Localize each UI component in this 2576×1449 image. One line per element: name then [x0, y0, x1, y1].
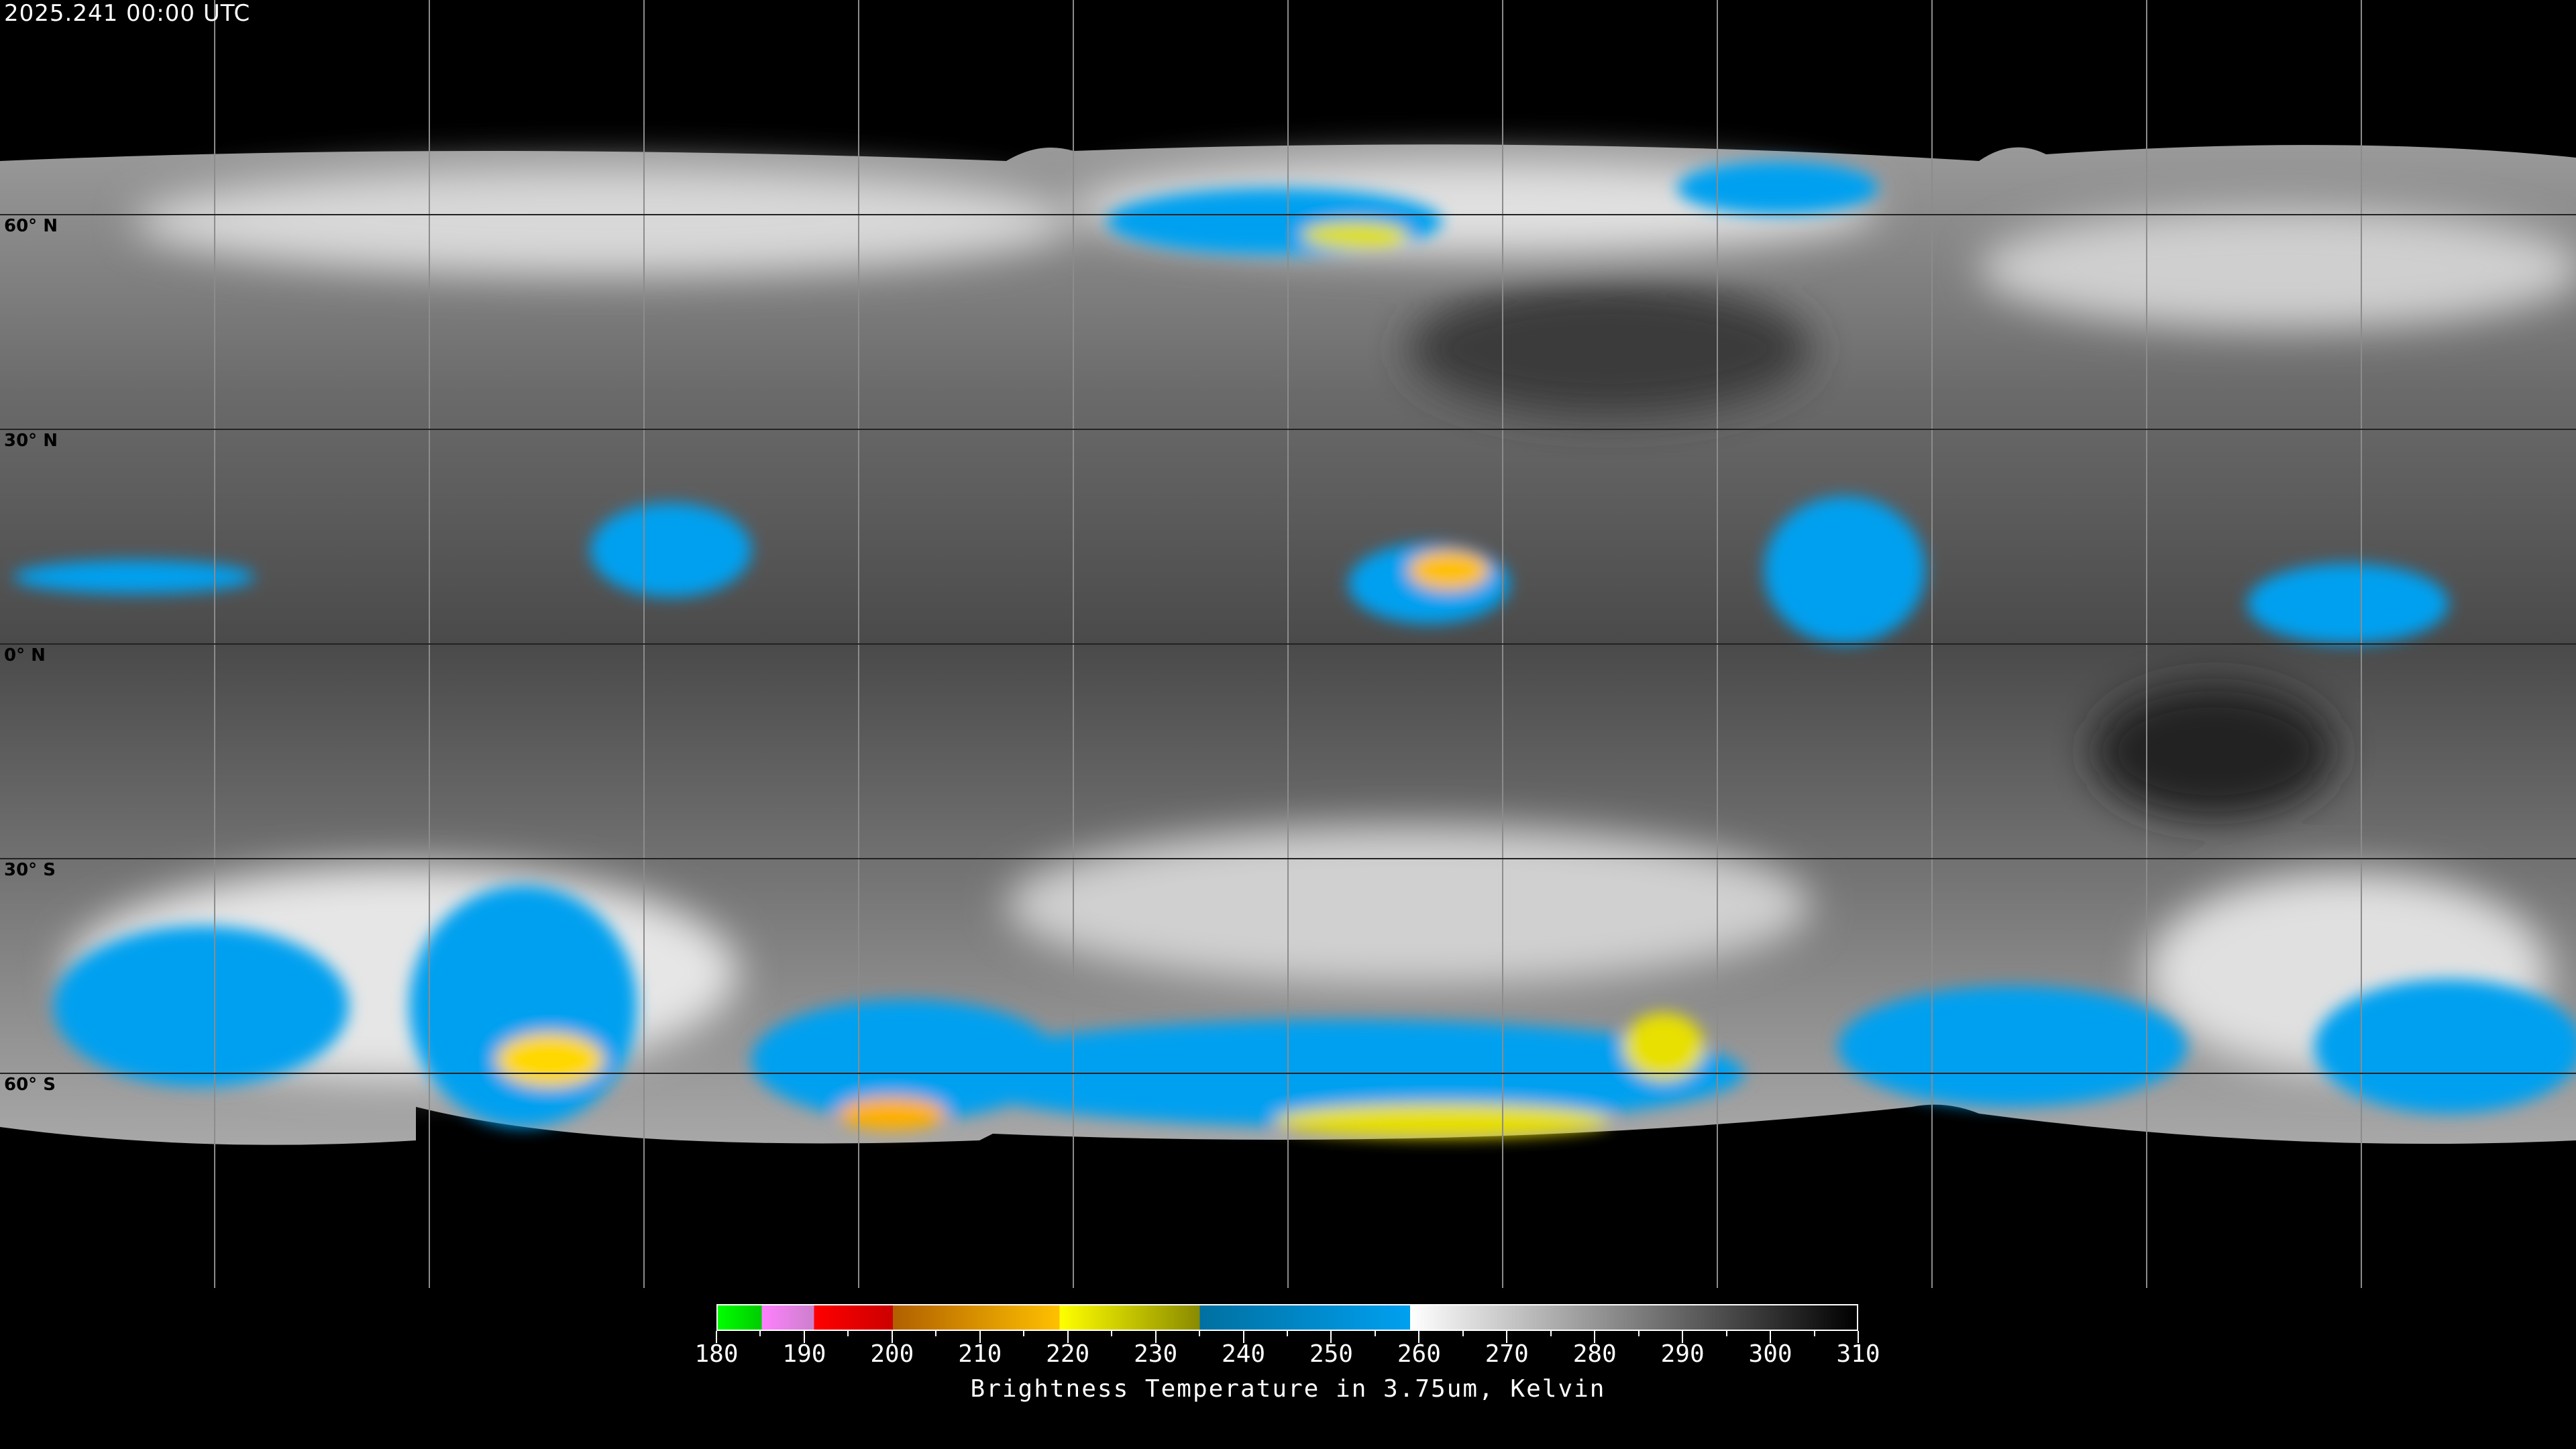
colorbar-title: Brightness Temperature in 3.75um, Kelvin [970, 1375, 1606, 1403]
lat-label-equator: 0° N [4, 645, 46, 665]
timestamp: 2025.241 00:00 UTC [4, 0, 251, 27]
colorbar-tick [1638, 1331, 1640, 1336]
colorbar-tick-label: 290 [1660, 1340, 1705, 1368]
lat-label-30s: 30° S [4, 860, 56, 880]
colorbar-tick-label: 260 [1397, 1340, 1441, 1368]
lat-label-30n: 30° N [4, 431, 58, 451]
colorbar-tick [847, 1331, 849, 1336]
colorbar-tick-label: 220 [1046, 1340, 1090, 1368]
colorbar [716, 1304, 1858, 1331]
colorbar-tick [759, 1331, 761, 1336]
colorbar-tick-label: 310 [1836, 1340, 1880, 1368]
colorbar-tick-label: 240 [1222, 1340, 1266, 1368]
colorbar-tick [1155, 1331, 1157, 1343]
brightness-temperature-image [0, 0, 2576, 1288]
colorbar-tick [1462, 1331, 1464, 1336]
colorbar-tick [1506, 1331, 1508, 1343]
colorbar-tick [891, 1331, 893, 1343]
colorbar-tick [935, 1331, 937, 1336]
lat-lon-grid [0, 0, 2576, 1288]
lat-label-60s: 60° S [4, 1075, 56, 1095]
colorbar-tick [1594, 1331, 1596, 1343]
colorbar-tick [1550, 1331, 1552, 1336]
colorbar-tick [1682, 1331, 1684, 1343]
colorbar-tick [1858, 1331, 1859, 1343]
colorbar-tick [979, 1331, 981, 1343]
colorbar-tick [1330, 1331, 1332, 1343]
colorbar-tick [1199, 1331, 1201, 1336]
colorbar-tick [716, 1331, 717, 1343]
satellite-map: 2025.241 00:00 UTC 60° N 30° N 0° N 30° … [0, 0, 2576, 1288]
colorbar-tick [1725, 1331, 1727, 1336]
colorbar-tick-label: 200 [870, 1340, 914, 1368]
colorbar-tick [1242, 1331, 1244, 1343]
colorbar-tick-label: 180 [694, 1340, 739, 1368]
colorbar-tick [1111, 1331, 1113, 1336]
colorbar-tick [1023, 1331, 1025, 1336]
colorbar-tick [1770, 1331, 1772, 1343]
colorbar-tick [1287, 1331, 1288, 1336]
colorbar-tick [1418, 1331, 1420, 1343]
colorbar-tick-label: 230 [1134, 1340, 1178, 1368]
colorbar-tick-label: 210 [958, 1340, 1002, 1368]
lat-label-60n: 60° N [4, 216, 58, 236]
colorbar-tick-label: 280 [1572, 1340, 1617, 1368]
colorbar-tick [1067, 1331, 1069, 1343]
colorbar-tick [1813, 1331, 1815, 1336]
colorbar-tick-label: 270 [1485, 1340, 1529, 1368]
colorbar-tick-label: 190 [782, 1340, 826, 1368]
colorbar-tick [803, 1331, 805, 1343]
colorbar-tick [1374, 1331, 1376, 1336]
colorbar-tick-label: 250 [1309, 1340, 1353, 1368]
colorbar-tick-label: 300 [1748, 1340, 1792, 1368]
